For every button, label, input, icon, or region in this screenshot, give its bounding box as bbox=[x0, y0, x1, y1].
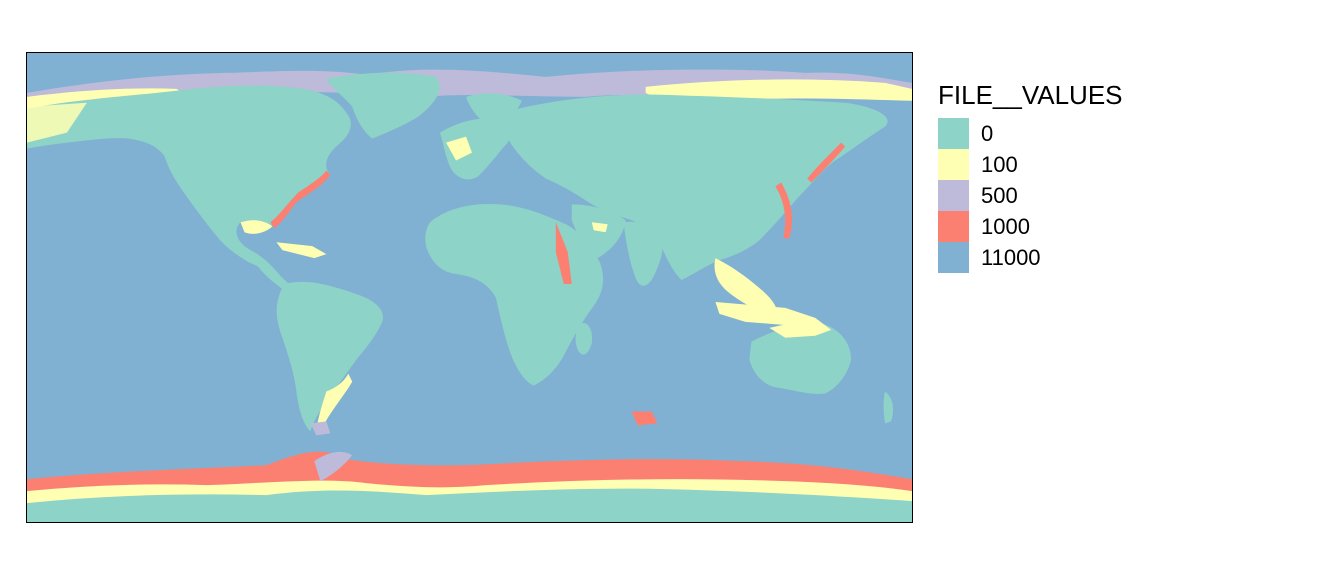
arabia-land bbox=[571, 204, 626, 259]
india-land bbox=[623, 221, 663, 286]
legend-label-11000: 11000 bbox=[981, 245, 1041, 270]
patagonian-shelf bbox=[316, 373, 353, 430]
world-map-panel bbox=[26, 52, 913, 523]
legend-swatch-100 bbox=[938, 149, 969, 180]
legend-item-0: 0 bbox=[938, 118, 1198, 149]
north-australia-shelf bbox=[769, 317, 832, 338]
legend-title: FILE__VALUES bbox=[938, 80, 1123, 110]
caribbean-islands bbox=[276, 242, 327, 259]
legend-label-100: 100 bbox=[981, 152, 1018, 177]
legend-swatch-1000 bbox=[938, 211, 969, 242]
legend-swatch-11000 bbox=[938, 242, 969, 273]
legend-item-100: 100 bbox=[938, 149, 1198, 180]
arctic-shelf-band bbox=[27, 69, 912, 109]
greenland-land bbox=[326, 72, 440, 139]
falklands-shelf bbox=[310, 421, 331, 436]
legend-label-1000: 1000 bbox=[981, 214, 1030, 239]
legend-item-1000: 1000 bbox=[938, 211, 1198, 242]
siberian-shallow-band bbox=[645, 79, 912, 102]
world-map bbox=[27, 53, 912, 522]
indonesia-islands bbox=[715, 301, 816, 326]
japan-trench bbox=[775, 182, 793, 239]
legend-label-0: 0 bbox=[981, 121, 994, 146]
alaska-shallow bbox=[27, 102, 87, 143]
kamchatka-trench bbox=[807, 142, 846, 183]
south-america-land bbox=[276, 281, 383, 432]
legend-item-11000: 11000 bbox=[938, 242, 1198, 273]
north-america-land bbox=[27, 85, 351, 277]
australia-land bbox=[749, 323, 852, 394]
map-legend: FILE__VALUES 0 100 500 1000 11000 bbox=[938, 80, 1198, 273]
southeast-asia-shelf bbox=[714, 258, 778, 318]
red-sea-shelf bbox=[555, 222, 572, 285]
asia-land bbox=[501, 94, 888, 281]
persian-gulf-shallow bbox=[591, 222, 608, 233]
legend-label-500: 500 bbox=[981, 183, 1018, 208]
new-zealand-land bbox=[883, 391, 894, 424]
gulf-shelf bbox=[240, 220, 273, 234]
europe-land bbox=[440, 118, 511, 180]
us-east-coast-shelf bbox=[270, 170, 331, 229]
legend-item-500: 500 bbox=[938, 180, 1198, 211]
madagascar-land bbox=[575, 322, 593, 355]
antarctic-peninsula bbox=[314, 451, 353, 482]
kerguelen-shelf bbox=[631, 411, 658, 426]
legend-swatch-500 bbox=[938, 180, 969, 211]
legend-swatch-0 bbox=[938, 118, 969, 149]
north-sea-shelf bbox=[446, 136, 472, 161]
antarctica-land bbox=[27, 488, 912, 522]
